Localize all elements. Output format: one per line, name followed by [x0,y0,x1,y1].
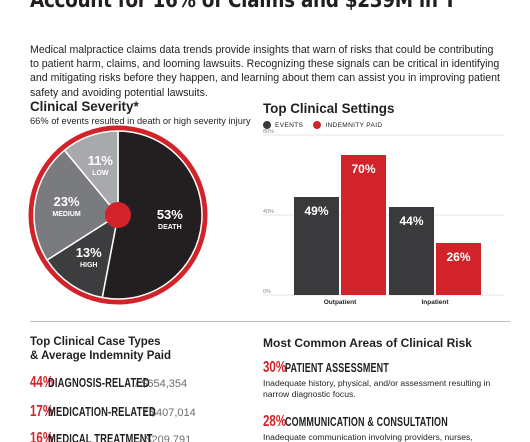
pie-slice-death [101,130,203,300]
pie-value-label: 53% [157,207,183,222]
risk-item-heading: 30%PATIENT ASSESSMENT [263,359,429,377]
legend-events-label: EVENTS [275,121,304,129]
case-types-title-line1: Top Clinical Case Types [30,336,161,348]
x-category-label: Outpatient [324,299,357,306]
bar-indemnity-paid [341,155,386,295]
pie-category-label: LOW [92,170,109,177]
y-tick-label: 0% [263,289,271,295]
case-type-row: 16%MEDICAL TREATMENT/ $209,791 [30,430,191,442]
pie-value-label: 13% [76,245,102,260]
settings-legend: EVENTS INDEMNITY PAID [263,121,390,131]
legend-events: EVENTS [263,121,303,129]
section-divider [30,321,510,322]
settings-title: Top Clinical Settings [263,101,395,116]
risk-item-description: Inadequate communication involving provi… [263,432,473,442]
legend-indemnity: INDEMNITY PAID [313,121,382,129]
case-type-amount: / $654,354 [135,378,188,390]
bar-value-label: 49% [304,204,328,218]
legend-events-swatch [263,121,271,129]
legend-indemnity-swatch [313,121,322,129]
pie-slice-high [46,213,120,299]
headline: Account for 16% of Claims and $239M in T… [30,0,452,12]
case-type-row: 44%DIAGNOSIS-RELATED/ $654,354 [30,374,187,392]
bar-value-label: 44% [399,214,423,228]
risk-item-label: COMMUNICATION & CONSULTATION [285,415,448,429]
risk-item-pct: 28% [263,413,287,430]
bar-events [389,207,434,295]
pie-slice-medium [33,149,120,262]
y-tick-label: 80% [263,129,274,135]
severity-title: Clinical Severity* [30,99,139,114]
bar-indemnity-paid [436,243,481,295]
bar-value-label: 70% [351,162,375,176]
legend-indemnity-label: INDEMNITY PAID [325,121,383,129]
pie-category-label: HIGH [80,262,98,269]
case-type-pct: 17% [30,403,54,420]
case-type-amount: / $209,791 [139,434,192,442]
case-types-title-line2: & Average Indemnity Paid [30,350,172,362]
case-type-pct: 16% [30,430,54,442]
case-type-label: MEDICAL TREATMENT [48,431,153,442]
risk-title: Most Common Areas of Clinical Risk [263,336,472,350]
severity-subtitle: 66% of events resulted in death or high … [30,116,251,126]
risk-item-description: Inadequate history, physical, and/or ass… [263,378,491,399]
pie-slice-low [63,130,119,218]
case-type-label: DIAGNOSIS-RELATED [48,375,150,390]
x-category-label: Inpatient [421,299,449,306]
pie-category-label: MEDIUM [52,211,81,218]
case-type-amount: / $407,014 [143,407,196,419]
intro-paragraph: Medical malpractice claims data trends p… [30,44,500,99]
case-type-label: MEDICATION-RELATED [48,404,156,419]
risk-item-pct: 30% [263,359,287,376]
pie-center-dot [105,202,131,228]
pie-value-label: 11% [88,153,114,168]
y-tick-label: 40% [263,209,274,215]
pie-value-label: 23% [54,194,80,209]
bar-events [294,197,339,295]
risk-item-heading: 28%COMMUNICATION & CONSULTATION [263,413,511,431]
pie-category-label: DEATH [158,224,182,231]
bar-value-label: 26% [446,250,470,264]
case-type-row: 17%MEDICATION-RELATED/ $407,014 [30,403,196,421]
case-type-pct: 44% [30,374,54,391]
risk-item-label: PATIENT ASSESSMENT [285,361,389,375]
